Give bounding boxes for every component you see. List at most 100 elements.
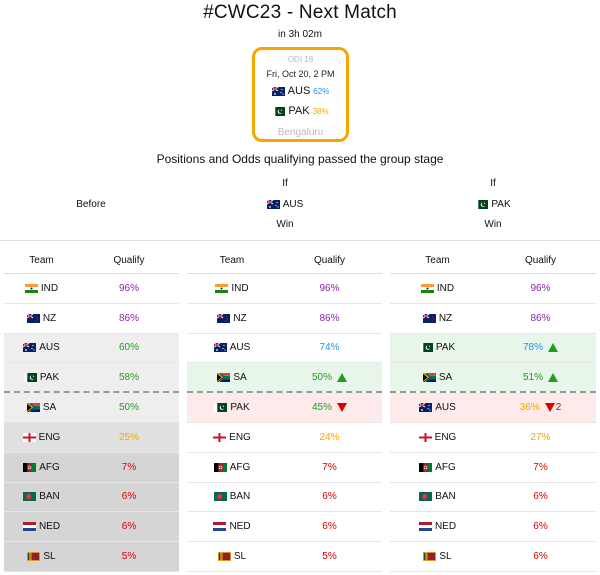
qualify-cell: 6% — [485, 491, 596, 502]
table-row[interactable]: AFG 7% — [187, 453, 382, 483]
team-cell: ENG — [390, 432, 485, 443]
team-name: SA — [438, 371, 453, 383]
table-row[interactable]: NED 6% — [4, 512, 179, 543]
team-name: IND — [40, 282, 59, 294]
table-row[interactable]: AUS 60% — [4, 333, 179, 364]
team-cell: BAN — [390, 491, 485, 502]
table-row[interactable]: BAN 6% — [4, 482, 179, 513]
ind-flag-icon — [24, 283, 38, 293]
team-cell: SA — [187, 372, 277, 383]
table-row[interactable]: SA 50% — [187, 363, 382, 394]
team-cell: NZ — [390, 313, 485, 324]
standings-aus-win-table: Team Qualify IND 96% NZ 86% AUS 74% SA 50% PAK 45% E… — [187, 247, 382, 572]
ned-flag-icon — [418, 522, 432, 532]
aus-flag-icon — [419, 403, 433, 413]
nz-flag-icon — [422, 313, 436, 323]
table-header: Team Qualify — [4, 247, 179, 274]
qualify-percent: 86% — [319, 312, 340, 324]
team-name: NED — [38, 521, 61, 533]
table-row[interactable]: ENG 27% — [390, 423, 596, 453]
team-cell: PAK — [187, 402, 277, 413]
table-row[interactable]: NED 6% — [390, 512, 596, 543]
table-row[interactable]: SA 50% — [4, 393, 179, 423]
team-name: PAK — [230, 402, 250, 414]
table-row[interactable]: AFG 7% — [390, 453, 596, 483]
team-name: AFG — [435, 461, 456, 473]
page-title: #CWC23 - Next Match — [203, 2, 397, 23]
qualify-cell: 86% — [277, 313, 382, 324]
team-cell: NED — [4, 521, 79, 532]
ban-flag-icon — [23, 492, 37, 502]
team-name: NZ — [42, 312, 57, 324]
pak-flag-icon — [23, 372, 37, 382]
sa-flag-icon — [217, 372, 231, 382]
column-header-qualify[interactable]: Qualify — [113, 254, 145, 266]
column-header-team[interactable]: Team — [219, 254, 245, 266]
table-row[interactable]: BAN 6% — [390, 483, 596, 513]
next-match-card[interactable]: ODI 18 Fri, Oct 20, 2 PM AUS 62% PAK 38%… — [252, 47, 349, 142]
table-row[interactable]: BAN 6% — [187, 483, 382, 513]
table-row[interactable]: SA 51% — [390, 363, 596, 394]
win-label: Win — [484, 219, 502, 230]
table-row[interactable]: SL 5% — [187, 542, 382, 572]
qualify-cell: 96% — [277, 283, 382, 294]
qualify-percent: 6% — [322, 521, 337, 533]
team-name: SL — [43, 551, 56, 563]
table-row[interactable]: PAK 78% — [390, 333, 596, 364]
qualify-percent: 6% — [533, 551, 548, 563]
sl-flag-icon — [423, 552, 437, 562]
team-cell: ENG — [4, 432, 79, 443]
position-change: 2 — [555, 402, 562, 414]
team-cell: AUS — [390, 402, 485, 413]
table-row[interactable]: ENG 24% — [187, 423, 382, 453]
table-row[interactable]: NED 6% — [187, 512, 382, 543]
table-row[interactable]: AUS 36% 2 — [390, 393, 596, 423]
pak-flag-icon — [272, 106, 286, 116]
table-row[interactable]: IND 96% — [4, 274, 179, 304]
team-cell: AFG — [390, 462, 485, 473]
aus-flag-icon — [23, 343, 37, 353]
team-name: SL — [233, 551, 247, 563]
qualify-cell: 6% — [485, 551, 596, 562]
ind-flag-icon — [215, 283, 229, 293]
team-name: NED — [229, 521, 251, 533]
sa-flag-icon — [422, 372, 436, 382]
qualify-percent: 5% — [322, 551, 337, 563]
table-row[interactable]: IND 96% — [390, 274, 596, 304]
column-header-qualify[interactable]: Qualify — [524, 254, 557, 266]
qualify-percent: 5% — [121, 551, 137, 563]
eng-flag-icon — [418, 432, 432, 442]
table-row[interactable]: IND 96% — [187, 274, 382, 304]
team-cell: NZ — [187, 313, 277, 324]
team-name: ENG — [229, 431, 251, 443]
team-cell: AUS — [4, 342, 79, 353]
table-row[interactable]: ENG 25% — [4, 422, 179, 453]
qualify-percent: 60% — [118, 342, 139, 354]
if-label: If — [490, 178, 496, 189]
table-header: Team Qualify — [187, 247, 382, 274]
column-header-team[interactable]: Team — [29, 254, 54, 266]
team-cell: AFG — [187, 462, 277, 473]
qualify-percent: 78% — [522, 342, 543, 354]
team-name: SA — [42, 402, 57, 414]
table-row[interactable]: PAK 45% — [187, 393, 382, 423]
aus-flag-icon — [213, 343, 227, 353]
pak-flag-icon — [214, 403, 228, 413]
arrow-up-icon — [337, 372, 347, 382]
table-row[interactable]: SL 5% — [4, 542, 179, 572]
team-cell: BAN — [187, 491, 277, 502]
scenario-team: AUS — [282, 199, 304, 210]
column-header-team[interactable]: Team — [425, 254, 450, 266]
table-row[interactable]: PAK 58% — [4, 363, 179, 394]
table-row[interactable]: NZ 86% — [4, 304, 179, 334]
arrow-up-icon — [548, 372, 558, 382]
team-cell: SA — [390, 372, 485, 383]
table-row[interactable]: NZ 86% — [390, 304, 596, 334]
table-row[interactable]: AFG 7% — [4, 452, 179, 483]
table-row[interactable]: AUS 74% — [187, 334, 382, 364]
table-row[interactable]: NZ 86% — [187, 304, 382, 334]
qualify-cell: 36% 2 — [485, 402, 596, 413]
table-row[interactable]: SL 6% — [390, 542, 596, 572]
column-header-qualify[interactable]: Qualify — [313, 254, 346, 266]
qualify-cell: 6% — [485, 521, 596, 532]
